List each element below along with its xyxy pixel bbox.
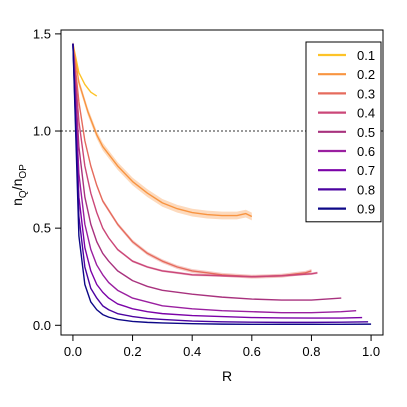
- series-line-0.4: [72, 43, 318, 278]
- legend-label-0.3: 0.3: [357, 86, 375, 101]
- legend-label-0.2: 0.2: [357, 67, 375, 82]
- x-tick-label: 0.8: [302, 344, 320, 359]
- series-line-0.3: [72, 43, 312, 278]
- y-tick-label: 0.0: [33, 318, 51, 333]
- x-tick-label: 0.6: [243, 344, 261, 359]
- series-layer: [72, 43, 372, 326]
- series-line-0.8: [72, 43, 369, 324]
- legend-label-0.1: 0.1: [357, 48, 375, 63]
- x-tick-label: 0.2: [124, 344, 142, 359]
- y-axis-title-sub-q: Q: [18, 190, 29, 198]
- y-axis-title-mid: /n: [9, 179, 25, 191]
- series-band-0.3: [72, 41, 312, 279]
- legend: 0.1 0.2 0.3 0.4 0.5 0.6 0.7 0.8 0.9: [305, 41, 382, 223]
- x-tick-label: 0.4: [183, 344, 201, 359]
- y-axis-title-sub-op: OP: [18, 164, 29, 179]
- legend-label-0.7: 0.7: [357, 163, 375, 178]
- legend-label-0.8: 0.8: [357, 182, 375, 197]
- legend-label-0.5: 0.5: [357, 125, 375, 140]
- series-line-0.2: [72, 43, 253, 218]
- x-tick-label: 1.0: [362, 344, 380, 359]
- confidence-band-layer: [72, 39, 318, 279]
- series-band-0.4: [72, 42, 318, 278]
- legend-label-0.4: 0.4: [357, 106, 375, 121]
- series-line-0.9: [72, 43, 372, 326]
- y-tick-label: 1.0: [33, 124, 51, 139]
- x-axis: 0.0 0.2 0.4 0.6 0.8 1.0: [64, 335, 380, 359]
- y-axis: 0.0 0.5 1.0 1.5: [33, 26, 61, 333]
- series-line-0.5: [72, 43, 342, 301]
- legend-label-0.9: 0.9: [357, 202, 375, 217]
- plot-frame: [60, 29, 384, 336]
- x-tick-label: 0.0: [64, 344, 82, 359]
- series-line-0.7: [72, 43, 363, 319]
- legend-label-0.6: 0.6: [357, 144, 375, 159]
- x-axis-title: R: [222, 368, 232, 384]
- y-tick-label: 1.5: [33, 26, 51, 41]
- y-axis-title-main: n: [9, 198, 25, 206]
- y-axis-title: nQ/nOP: [9, 164, 29, 206]
- series-line-0.1: [72, 43, 98, 97]
- series-line-0.6: [72, 43, 357, 314]
- y-tick-label: 0.5: [33, 221, 51, 236]
